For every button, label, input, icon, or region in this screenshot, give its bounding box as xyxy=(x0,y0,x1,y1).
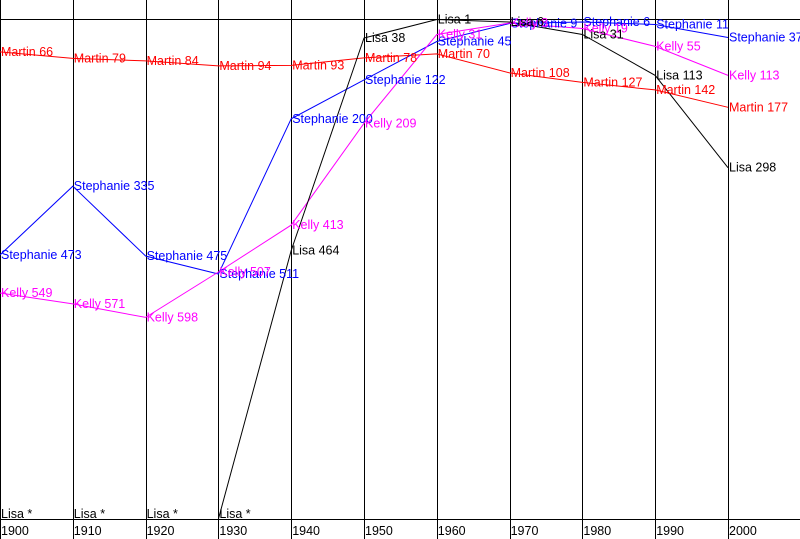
point-label-stephanie: Stephanie 200 xyxy=(292,112,373,126)
point-label-kelly: Kelly 55 xyxy=(656,39,701,53)
point-label-martin: Martin 66 xyxy=(1,45,53,59)
point-label-martin: Martin 127 xyxy=(583,75,642,89)
point-label-stephanie: Stephanie 475 xyxy=(147,249,228,263)
point-label-lisa: Lisa 1 xyxy=(438,12,471,26)
point-label-kelly: Kelly 19 xyxy=(583,21,628,35)
point-label-martin: Martin 84 xyxy=(147,54,199,68)
point-label-martin: Martin 70 xyxy=(438,47,490,61)
point-label-lisa: Lisa 6 xyxy=(511,15,544,29)
x-axis-tick-labels: 1900 1910 1920 1930 1940 1950 1960 1970 1980 1990… xyxy=(1,524,757,538)
point-label-kelly: Kelly 31 xyxy=(438,27,483,41)
point-label-kelly: Kelly 413 xyxy=(292,218,343,232)
point-label-lisa: Lisa 31 xyxy=(583,27,623,41)
point-label-stephanie: Stephanie 45 xyxy=(438,34,512,48)
series-lines xyxy=(0,18,729,520)
point-label-lisa: Lisa 298 xyxy=(729,161,776,175)
point-label-stephanie: Stephanie 37 xyxy=(729,30,800,44)
series-line-stephanie xyxy=(0,21,729,275)
point-labels: Martin 66 Martin 79 Martin 84 Martin 94 Mart… xyxy=(1,12,800,521)
point-label-stephanie: Stephanie 122 xyxy=(365,73,446,87)
point-label-lisa: Lisa * xyxy=(1,507,32,521)
point-label-martin: Martin 177 xyxy=(729,100,788,114)
x-tick-label: 1960 xyxy=(438,524,466,538)
point-label-stephanie: Stephanie 6 xyxy=(583,15,650,29)
point-label-lisa: Lisa 464 xyxy=(292,244,339,258)
x-tick-label: 1950 xyxy=(365,524,393,538)
x-tick-label: 1980 xyxy=(583,524,611,538)
point-label-stephanie: Stephanie 473 xyxy=(1,248,82,262)
point-label-kelly: Kelly 507 xyxy=(219,265,270,279)
x-tick-label: 1970 xyxy=(511,524,539,538)
series-line-martin xyxy=(0,51,729,108)
point-label-kelly: Kelly 549 xyxy=(1,286,52,300)
point-label-martin: Martin 94 xyxy=(219,59,271,73)
series-line-kelly xyxy=(0,22,729,318)
point-label-stephanie: Stephanie 335 xyxy=(74,179,155,193)
point-label-lisa: Lisa 113 xyxy=(656,68,702,82)
point-label-kelly: Kelly 113 xyxy=(729,68,780,82)
point-label-kelly: Kelly 598 xyxy=(147,310,198,324)
point-label-kelly: Kelly 209 xyxy=(365,116,416,130)
point-label-martin: Martin 142 xyxy=(656,83,715,97)
x-tick-label: 1920 xyxy=(147,524,175,538)
point-label-martin: Martin 93 xyxy=(292,58,344,72)
x-tick-label: 1900 xyxy=(1,524,29,538)
point-label-lisa: Lisa * xyxy=(219,507,250,521)
point-label-kelly: Kelly 8 xyxy=(511,16,549,30)
point-label-stephanie: Stephanie 11 xyxy=(656,17,729,31)
x-tick-label: 1940 xyxy=(292,524,320,538)
point-label-kelly: Kelly 571 xyxy=(74,297,125,311)
point-label-lisa: Lisa * xyxy=(147,507,178,521)
point-label-lisa: Lisa 38 xyxy=(365,31,405,45)
x-tick-label: 1990 xyxy=(656,524,684,538)
point-label-stephanie: Stephanie 511 xyxy=(219,267,299,281)
x-tick-label: 2000 xyxy=(729,524,757,538)
x-tick-label: 1910 xyxy=(74,524,102,538)
point-label-lisa: Lisa * xyxy=(74,507,105,521)
point-label-stephanie: Stephanie 9 xyxy=(511,16,578,30)
point-label-martin: Martin 108 xyxy=(511,66,570,80)
point-label-martin: Martin 79 xyxy=(74,51,126,65)
x-tick-label: 1930 xyxy=(219,524,247,538)
point-label-martin: Martin 78 xyxy=(365,51,417,65)
series-line-lisa xyxy=(217,18,729,520)
